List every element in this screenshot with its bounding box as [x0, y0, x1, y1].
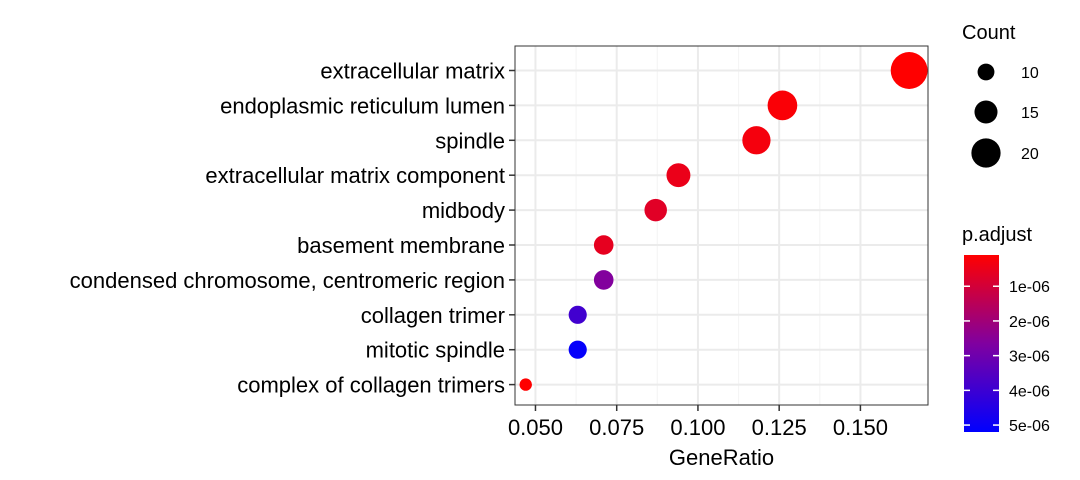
x-tick-label: 0.050: [508, 415, 563, 440]
x-tick-label: 0.075: [589, 415, 644, 440]
data-point: [568, 340, 587, 359]
legend-p-adjust: p.adjust 1e-06 2e-06 3e-06 4e-06 5e-06: [962, 224, 1050, 435]
y-tick-label: collagen trimer: [361, 303, 505, 328]
legend-count-label: 15: [1021, 105, 1039, 122]
x-tick-label: 0.100: [670, 415, 725, 440]
legend-p-adjust-title: p.adjust: [962, 224, 1032, 246]
y-tick-label: endoplasmic reticulum lumen: [220, 93, 505, 118]
color-bar: [964, 255, 999, 432]
y-tick-label: complex of collagen trimers: [237, 373, 505, 398]
y-tick-label: extracellular matrix component: [205, 163, 505, 188]
y-tick-label: spindle: [435, 128, 505, 153]
legend-p-adjust-label: 4e-06: [1009, 383, 1050, 400]
data-point: [767, 90, 798, 121]
y-tick-label: midbody: [422, 198, 505, 223]
legend-count-label: 20: [1021, 146, 1039, 163]
plot-panel-border: [514, 45, 929, 406]
data-point: [593, 235, 614, 255]
data-point: [742, 126, 771, 155]
data-point: [644, 198, 667, 222]
y-axis: extracellular matrix endoplasmic reticulu…: [70, 59, 515, 398]
data-point: [890, 52, 928, 89]
legend-p-adjust-label: 1e-06: [1009, 279, 1050, 296]
data-point: [568, 305, 587, 324]
grid-lines: [515, 46, 928, 405]
legend-count: Count 10 15 20: [962, 22, 1039, 168]
x-tick-label: 0.150: [833, 415, 888, 440]
y-tick-label: mitotic spindle: [366, 338, 505, 363]
legend-p-adjust-label: 2e-06: [1009, 314, 1050, 331]
legend-count-circle: [977, 63, 995, 81]
y-tick-label: extracellular matrix: [320, 59, 505, 84]
data-point: [593, 270, 614, 290]
data-point: [519, 378, 532, 391]
data-point: [666, 163, 691, 188]
x-axis: 0.050 0.075 0.100 0.125 0.150: [508, 405, 888, 440]
legend-count-title: Count: [962, 22, 1016, 44]
x-tick-label: 0.125: [752, 415, 807, 440]
legend-p-adjust-label: 5e-06: [1009, 418, 1050, 435]
y-tick-label: condensed chromosome, centromeric region: [70, 268, 505, 293]
legend-count-circle: [971, 138, 1001, 168]
legend-count-label: 10: [1021, 65, 1039, 82]
x-axis-title: GeneRatio: [669, 445, 774, 470]
legend-p-adjust-label: 3e-06: [1009, 349, 1050, 366]
data-points: [519, 52, 928, 391]
legend-count-circle: [974, 100, 998, 124]
y-tick-label: basement membrane: [297, 233, 505, 258]
